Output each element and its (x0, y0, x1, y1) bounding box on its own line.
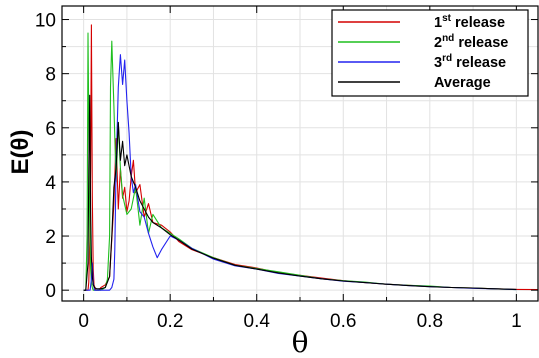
legend-label-4: Average (434, 75, 491, 91)
legend-label-1: 1st release (434, 13, 505, 31)
x-tick-label: 0.6 (330, 311, 356, 332)
series-layer (83, 24, 538, 291)
legend-label-3: 3rd release (434, 53, 506, 71)
y-tick-label: 0 (45, 281, 56, 302)
legend: 1st release 2nd release 3rd release Average (331, 9, 529, 97)
x-tick-label: 0.8 (417, 311, 443, 332)
y-tick-label: 8 (45, 65, 56, 86)
y-tick-label: 4 (45, 173, 56, 194)
legend-label-2: 2nd release (434, 33, 508, 51)
x-tick-label: 1 (511, 311, 522, 332)
x-tick-label: 0 (78, 311, 89, 332)
y-tick-label: 10 (35, 11, 56, 32)
x-tick-label: 0.4 (244, 311, 271, 332)
y-tick-label: 6 (45, 119, 56, 140)
y-tick-label: 2 (45, 227, 56, 248)
y-axis-label: E(θ) (7, 130, 34, 175)
x-axis-label: θ (292, 326, 309, 358)
series-line-4 (83, 94, 517, 291)
x-tick-label: 0.2 (157, 311, 183, 332)
